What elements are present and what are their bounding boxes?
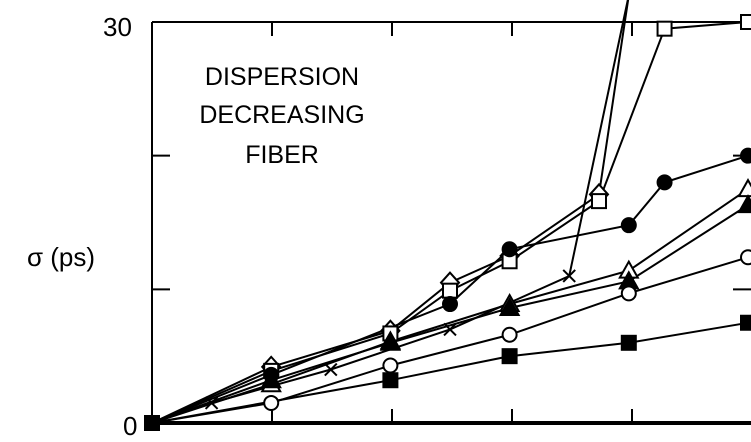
data-point-circle-open [382,357,399,374]
data-point-triangle-filled [379,331,402,351]
data-point-square-filled [620,334,637,351]
data-point-square-open [591,193,608,210]
data-point-circle-filled [740,147,751,164]
data-point-square-open [740,14,751,30]
data-point-circle-open [263,394,280,411]
data-point-circle-filled [501,241,518,258]
annotation-line-1: DISPERSION [205,63,359,91]
data-point-x [443,322,457,337]
data-point-triangle-open [737,178,751,198]
data-point-square-filled [501,348,518,365]
annotation-line-2: DECREASING [199,101,364,129]
data-point-circle-filled [656,174,673,191]
y-tick-label-zero: 0 [123,411,137,441]
annotation-line-3: FIBER [245,141,319,169]
series-line-triangle-open [151,188,749,424]
data-point-triangle-filled [260,369,282,389]
data-point-square-open [656,20,673,37]
data-point-circle-filled [620,217,637,234]
series-line-circle-open [151,256,749,424]
data-point-circle-open [620,285,637,302]
data-point-x [562,269,576,283]
data-point-x [324,362,338,377]
y-tick-label-top: 30 [103,12,132,42]
data-point-square-open [442,282,459,299]
data-point-square-filled [144,415,160,431]
y-axis-label: σ (ps) [27,242,95,272]
data-point-triangle-filled [737,194,751,214]
series-line-triangle-filled [151,204,749,424]
data-point-circle-open [740,249,751,266]
data-point-square-filled [382,372,399,389]
data-point-square-filled [740,314,751,331]
data-point-triangle-filled [498,297,521,317]
data-point-x [204,396,219,410]
data-point-circle-filled [442,296,459,313]
data-point-circle-open [501,326,518,343]
